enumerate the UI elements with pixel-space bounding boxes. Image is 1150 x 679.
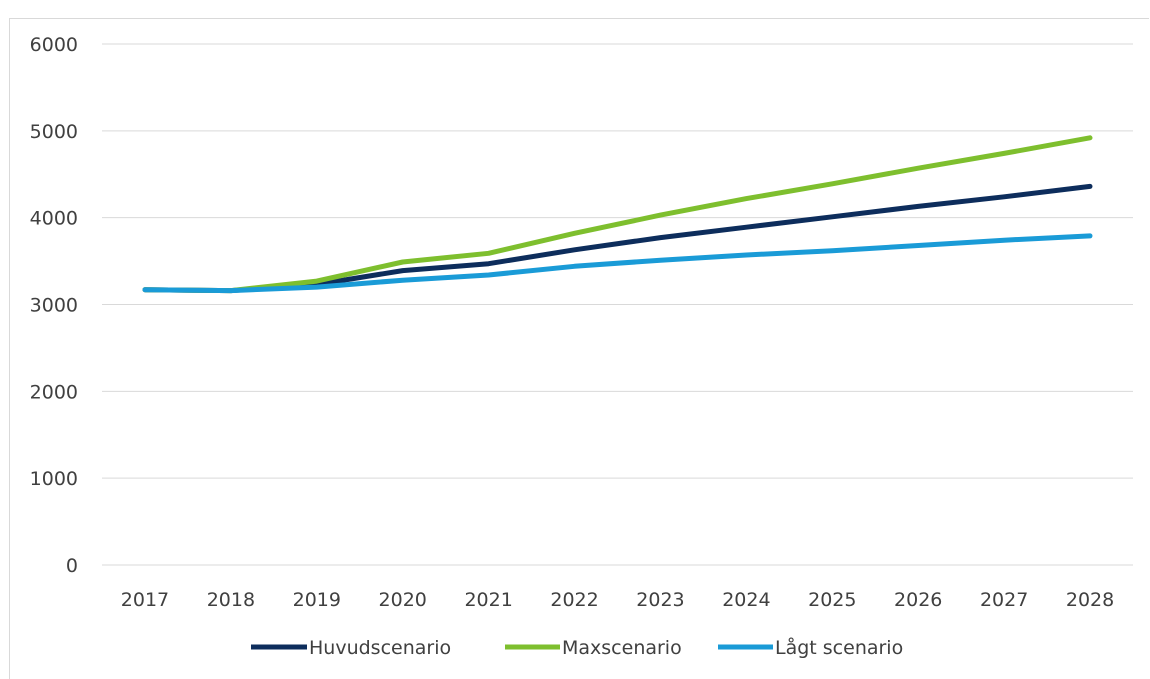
- series-line-2: [142, 233, 1093, 294]
- y-tick-label: 1000: [30, 468, 78, 490]
- chart-frame: [9, 18, 1149, 679]
- series-line-0: [142, 183, 1093, 294]
- series-line-1: [142, 135, 1093, 294]
- x-tick-label: 2019: [293, 589, 341, 611]
- y-axis-tick-labels: 0 1000 2000 3000 4000 5000 6000: [30, 34, 78, 577]
- y-tick-label: 5000: [30, 121, 78, 143]
- gridlines: [102, 43, 1133, 566]
- legend-label: Huvudscenario: [309, 637, 451, 659]
- x-tick-label: 2026: [894, 589, 942, 611]
- y-tick-label: 0: [66, 555, 78, 577]
- y-tick-label: 6000: [30, 34, 78, 56]
- y-tick-label: 3000: [30, 295, 78, 317]
- legend-item: Lågt scenario: [718, 636, 903, 659]
- series-lines: [142, 135, 1093, 294]
- x-tick-label: 2018: [207, 589, 255, 611]
- x-tick-label: 2025: [808, 589, 856, 611]
- x-axis-tick-labels: 2017 2018 2019 2020 2021 2022 2023 2024 2025 2026…: [121, 589, 1114, 611]
- legend: Huvudscenario Maxscenario Lågt scenario: [251, 636, 903, 659]
- y-tick-label: 2000: [30, 381, 78, 403]
- x-tick-label: 2020: [379, 589, 427, 611]
- x-tick-label: 2022: [550, 589, 598, 611]
- legend-item: Huvudscenario: [251, 637, 451, 659]
- x-tick-label: 2021: [464, 589, 512, 611]
- x-tick-label: 2017: [121, 589, 169, 611]
- legend-item: Maxscenario: [505, 637, 682, 659]
- x-tick-label: 2023: [636, 589, 684, 611]
- x-tick-label: 2027: [980, 589, 1028, 611]
- legend-label: Lågt scenario: [775, 636, 903, 659]
- legend-label: Maxscenario: [562, 637, 682, 659]
- x-tick-label: 2024: [722, 589, 770, 611]
- y-tick-label: 4000: [30, 208, 78, 230]
- x-tick-label: 2028: [1066, 589, 1114, 611]
